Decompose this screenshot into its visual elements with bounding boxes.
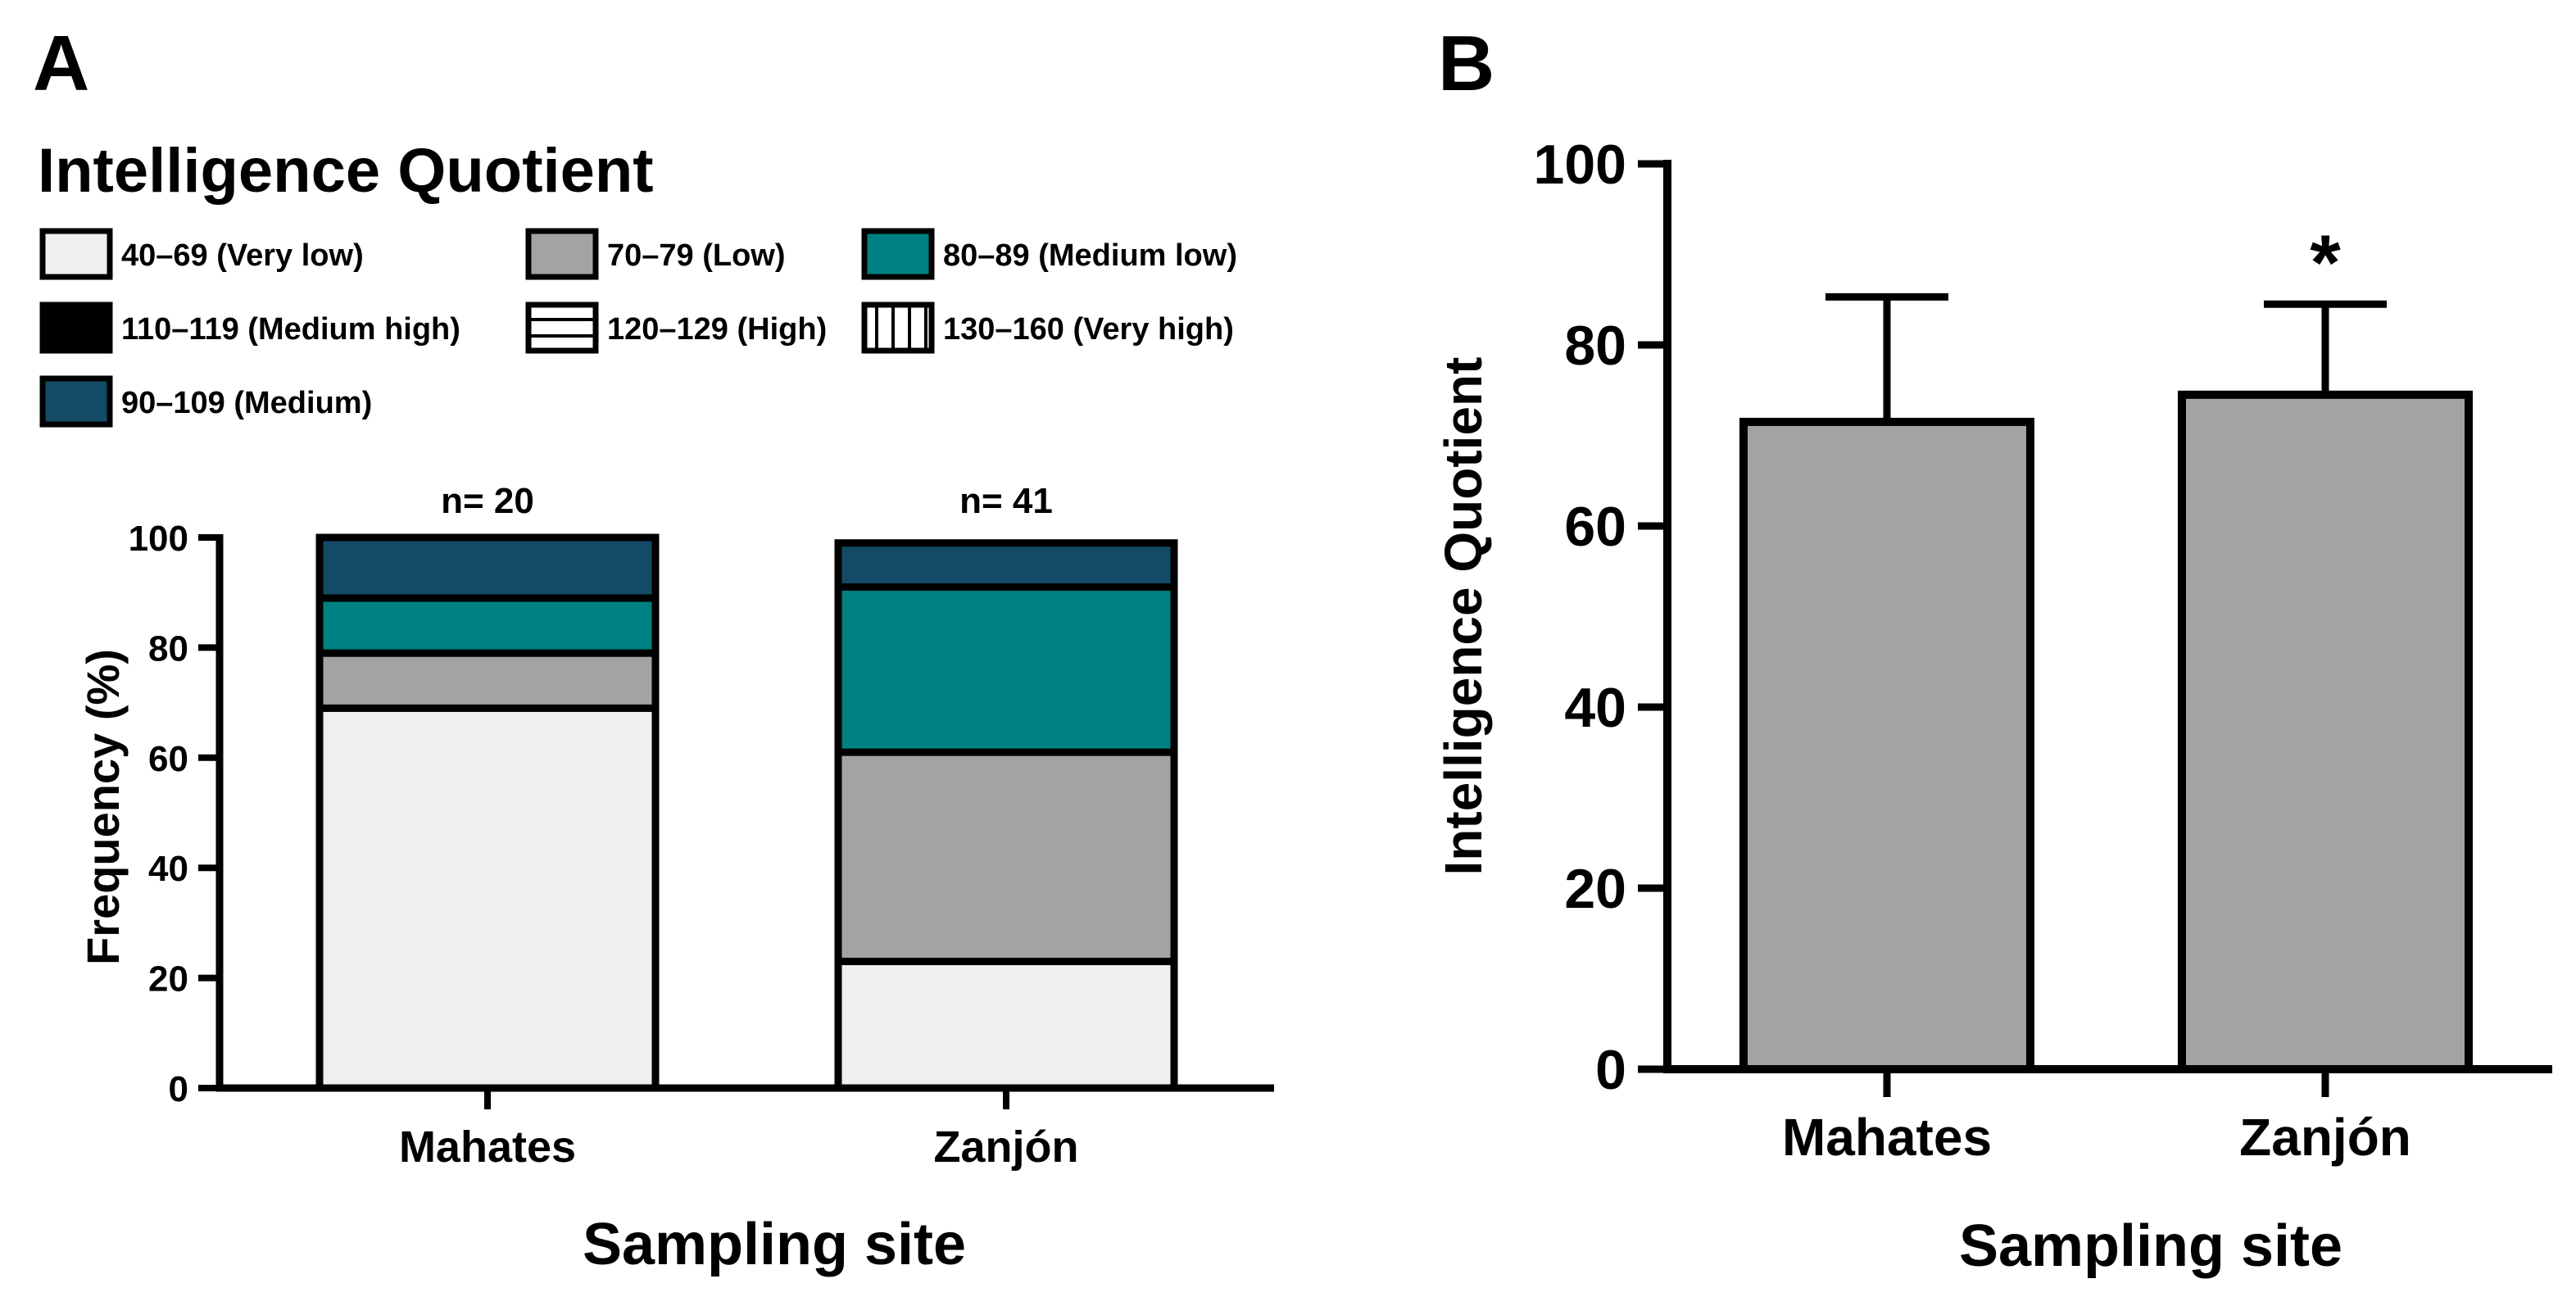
y-tick-label-b-1: 20: [1564, 858, 1626, 920]
legend-swatch-4: [39, 302, 113, 354]
y-tick-label-b-5: 100: [1534, 134, 1626, 196]
n-annotation-1: n= 41: [959, 481, 1053, 521]
y-axis-label-a: Frequency (%): [77, 649, 129, 965]
y-tick-label-b-3: 60: [1564, 496, 1626, 558]
y-tick-label-b-4: 80: [1564, 315, 1626, 377]
y-tick-label-a-5: 100: [129, 519, 188, 559]
bar-b-0: [1739, 417, 2034, 1073]
y-tick-label-a-2: 40: [148, 849, 188, 889]
bar-segment-1-2: [834, 583, 1178, 756]
bar-segment-0-0: [315, 704, 660, 1092]
chart-b: Mahates Zanjón * 0 20 40 60 80 100 Intelligence Q…: [1434, 134, 2552, 1279]
bar-segment-1-1: [834, 748, 1178, 965]
legend-swatch-2: [861, 228, 935, 280]
bar-segment-1-3: [834, 539, 1178, 591]
legend-swatch-0: [39, 228, 113, 280]
bar-segment-0-2: [315, 594, 660, 657]
legend-label-0: 40–69 (Very low): [121, 238, 364, 273]
y-tick-label-b-0: 0: [1595, 1039, 1626, 1101]
significance-mark-1: *: [2310, 219, 2341, 306]
chart-a: Mahates n= 20 Zanjón n= 41 0 20 40 60 80 100 Frequ…: [77, 481, 1274, 1277]
chart-a-title: Intelligence Quotient: [38, 136, 654, 206]
legend-swatch-3: [39, 375, 113, 428]
legend-label-2: 80–89 (Medium low): [943, 238, 1237, 273]
y-tick-label-a-4: 80: [148, 628, 188, 669]
bar-b-1: [2178, 390, 2473, 1073]
bar-segment-1-0: [834, 957, 1178, 1092]
bar-segment-0-3: [315, 533, 660, 602]
x-tick-label-1: Zanjón: [934, 1122, 1079, 1172]
x-axis-label-b: Sampling site: [1959, 1213, 2342, 1279]
legend-label-3: 90–109 (Medium): [121, 386, 372, 420]
y-tick-label-a-0: 0: [169, 1069, 188, 1109]
y-axis-label-b: Intelligence Quotient: [1434, 357, 1493, 876]
legend-label-6: 130–160 (Very high): [943, 312, 1234, 347]
panel-b-letter: B: [1438, 20, 1494, 107]
panel-a-letter: A: [33, 20, 89, 107]
x-tick-label-b-1: Zanjón: [2239, 1108, 2411, 1167]
y-tick-label-a-1: 20: [148, 959, 188, 1000]
legend-swatch-6: [861, 302, 935, 354]
legend-label-4: 110–119 (Medium high): [121, 312, 460, 347]
x-tick-label-b-0: Mahates: [1782, 1108, 1992, 1167]
y-tick-label-b-2: 40: [1564, 677, 1626, 739]
legend-swatch-5: [525, 302, 599, 354]
x-tick-label-0: Mahates: [399, 1122, 576, 1172]
legend-a: 40–69 (Very low) 70–79 (Low) 80–89 (Medium…: [39, 228, 1237, 428]
y-tick-label-a-3: 60: [148, 739, 188, 779]
legend-label-1: 70–79 (Low): [607, 238, 786, 273]
bar-segment-0-1: [315, 649, 660, 712]
legend-swatch-1: [525, 228, 599, 280]
legend-label-5: 120–129 (High): [607, 312, 827, 347]
n-annotation-0: n= 20: [441, 481, 534, 521]
x-axis-label-a: Sampling site: [583, 1212, 966, 1277]
